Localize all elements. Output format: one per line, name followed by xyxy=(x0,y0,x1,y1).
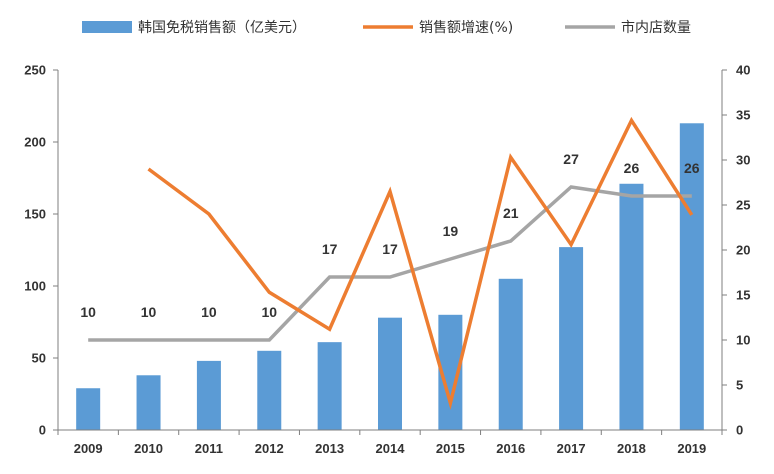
y-right-tick-label: 5 xyxy=(736,378,743,393)
y-right-tick-label: 35 xyxy=(736,108,750,123)
bar-2016 xyxy=(498,278,523,430)
store-count-label: 26 xyxy=(684,160,700,176)
y-right-tick-label: 0 xyxy=(736,423,743,438)
data-labels: 10 10 10 10 17 17 19 21 27 26 26 xyxy=(80,151,699,320)
bar-2018 xyxy=(619,183,644,430)
sales-growth-line xyxy=(147,116,694,410)
bar-2010 xyxy=(136,375,161,430)
x-tick-label: 2011 xyxy=(195,441,223,456)
bar-2012 xyxy=(257,350,282,430)
x-tick-label: 2019 xyxy=(677,441,706,456)
x-tick-label: 2012 xyxy=(255,441,284,456)
store-count-label: 10 xyxy=(80,304,96,320)
y-left-tick-label: 200 xyxy=(24,135,46,150)
store-count-label: 10 xyxy=(141,304,157,320)
x-tick-label: 2009 xyxy=(74,441,103,456)
y-left-tick-label: 0 xyxy=(39,423,46,438)
legend-label: 韩国免税销售额（亿美元） xyxy=(138,20,306,36)
store-count-label: 27 xyxy=(563,151,579,167)
x-tick-label: 2016 xyxy=(496,441,525,456)
y-right-tick-label: 20 xyxy=(736,243,750,258)
y-right-tick-label: 10 xyxy=(736,333,750,348)
bar-2011 xyxy=(196,360,221,430)
bar-2014 xyxy=(378,317,402,430)
bar-2013 xyxy=(317,342,342,430)
y-left-tick-label: 250 xyxy=(24,63,46,78)
bar-series xyxy=(76,123,704,430)
store-count-label: 21 xyxy=(503,205,519,221)
y-right-tick-label: 40 xyxy=(736,63,750,78)
x-tick-label: 2017 xyxy=(557,441,586,456)
bar-2009 xyxy=(76,388,101,430)
store-count-label: 19 xyxy=(443,223,459,239)
legend-swatch-sales xyxy=(82,21,132,33)
y-left-tick-label: 100 xyxy=(24,279,46,294)
x-tick-label: 2010 xyxy=(134,441,163,456)
y-right-tick-label: 25 xyxy=(736,198,750,213)
store-count-label: 26 xyxy=(624,160,640,176)
store-count-label: 17 xyxy=(322,241,338,257)
axes: 0 50 100 150 200 250 0 5 10 15 20 25 30 35 40 2009 2010 2… xyxy=(24,63,750,457)
x-tick-label: 2018 xyxy=(617,441,646,456)
store-count-label: 17 xyxy=(382,241,398,257)
y-right-tick-label: 30 xyxy=(736,153,750,168)
x-tick-label: 2015 xyxy=(436,441,465,456)
bar-2019 xyxy=(679,123,704,430)
store-count-label: 10 xyxy=(201,304,217,320)
bar-2017 xyxy=(559,247,584,430)
x-tick-label: 2014 xyxy=(376,441,406,456)
x-tick-label: 2013 xyxy=(315,441,344,456)
y-left-tick-label: 150 xyxy=(24,207,46,222)
line-series xyxy=(88,116,694,410)
legend-label: 销售额增速(%) xyxy=(419,20,513,36)
store-count-line xyxy=(88,185,692,342)
y-left-tick-label: 50 xyxy=(32,351,46,366)
legend: 韩国免税销售额（亿美元） 销售额增速(%) 市内店数量 xyxy=(82,19,691,36)
legend-label: 市内店数量 xyxy=(621,19,691,36)
store-count-label: 10 xyxy=(261,304,277,320)
y-right-tick-label: 15 xyxy=(736,288,750,303)
